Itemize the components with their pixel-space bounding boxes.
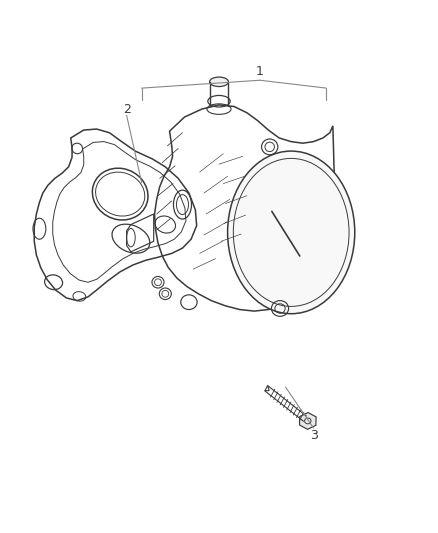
Text: 2: 2 <box>123 102 131 116</box>
Text: 1: 1 <box>256 65 264 78</box>
Text: 3: 3 <box>310 429 318 442</box>
Polygon shape <box>300 413 316 429</box>
Ellipse shape <box>209 77 229 86</box>
Ellipse shape <box>228 151 355 314</box>
